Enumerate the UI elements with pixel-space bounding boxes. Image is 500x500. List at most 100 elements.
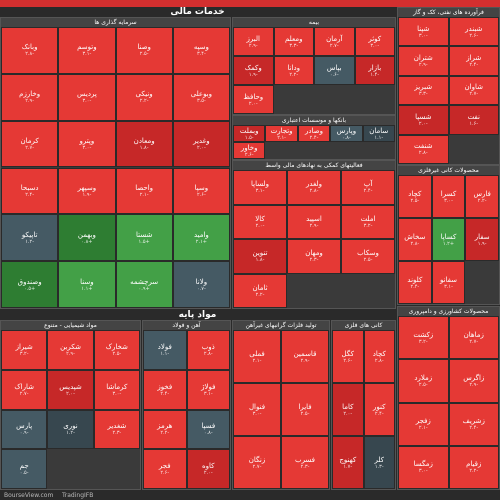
stock-change: -۲.۰ [248, 100, 258, 107]
sector-box: بیمه البرز -۲.۹ ومعلم -۳.۳ آرمان -۲.۷ کوثر -۳.۰ و… [232, 17, 396, 115]
stock-change: -۲.۹ [309, 222, 319, 229]
stock-change: -۲.۴ [160, 390, 170, 397]
stock-symbol: قاسمین [293, 349, 317, 358]
stock-symbol: ومهان [305, 249, 323, 258]
stock-symbol: وپترو [79, 137, 95, 146]
stock-symbol: کالا [255, 214, 265, 223]
stock-change: -۲.۸ [374, 357, 384, 364]
stock-symbol: کسرا [440, 189, 457, 198]
stock-symbol: کنور [373, 402, 386, 411]
stock-change: -۱.۱ [374, 134, 384, 141]
stock-tile: وکمک -۱.۹ [233, 56, 274, 85]
stock-tile: شراز -۲.۴ [448, 46, 499, 76]
stock-change: -۳.۴ [196, 51, 206, 58]
stock-change: -۲.۳ [309, 257, 319, 264]
top-bar [0, 0, 500, 7]
stock-change: -۲.۰ [196, 145, 206, 152]
stock-change: -۲.۹ [418, 62, 428, 69]
stock-symbol: کوثر [368, 34, 382, 43]
stock-change: -۱.۹ [82, 191, 92, 198]
stock-symbol: شاوان [464, 83, 483, 92]
stock-tile: وصنا -۲.۵ [115, 27, 173, 74]
stock-tile: زماهان -۲.۷ [448, 316, 499, 360]
stock-symbol: شستا [135, 230, 153, 239]
stock-tile: سفانو -۳.۱ [431, 261, 466, 304]
stock-change: -۳.۲ [19, 350, 29, 357]
stock-symbol: ولساپا [251, 180, 269, 189]
sector-box: فرآورده های نفتی، کک و گاز شپنا -۳.۰ شبندر -… [397, 7, 500, 165]
stock-symbol: شکربن [60, 342, 81, 351]
stock-change: -۲.۲ [469, 468, 479, 475]
stock-symbol: شاراک [14, 382, 34, 391]
stock-tile: شنفت -۲.۸ [398, 134, 449, 164]
stock-tile: ومعادن -۱.۸ [115, 120, 173, 168]
stock-symbol: شراز [466, 54, 482, 63]
stock-change: -۲.۲ [289, 71, 299, 78]
stock-change: -۳.۰ [444, 197, 453, 204]
stock-symbol: فجر [158, 462, 171, 471]
stock-change: -۲.۸ [25, 51, 35, 58]
stock-tile: زشریف -۲.۴ [448, 402, 499, 446]
stock-change: -۲.۹ [248, 42, 258, 49]
stock-tile: ولساپا -۳.۱ [233, 170, 287, 205]
stock-tile: البرز -۲.۹ [233, 27, 274, 56]
stock-symbol: واحصا [135, 183, 154, 192]
stock-symbol: بپاس [326, 63, 342, 72]
stock-tile: زنگان -۲.۷ [233, 436, 281, 489]
stock-symbol: هرمز [157, 422, 173, 431]
stock-tile: تنوین -۱.۸ [233, 239, 287, 274]
stock-change: +۰.۹ [138, 285, 150, 292]
stock-change: -۲.۴ [469, 62, 479, 69]
stock-change: -۳.۱ [444, 283, 453, 290]
sector-box: مواد شیمیایی - متنوع شیراز -۳.۲ شکربن -۲.۹ شخ… [0, 320, 141, 490]
stock-tile: دسبحا -۲.۴ [1, 167, 59, 215]
stock-tile: کهنوج -۱.۷ [332, 436, 364, 489]
stock-symbol: البرز [246, 34, 260, 43]
stock-tile: وبانک -۲.۸ [1, 27, 59, 74]
stock-tile: فخوز -۲.۴ [143, 369, 187, 410]
stock-symbol: شسپا [415, 112, 432, 121]
sector-box: کانی های فلزی کگل -۲.۶ کچاد -۲.۸ کاما -۲.۰ کنور… [331, 320, 396, 490]
stock-tile: شاراک -۲.۷ [1, 369, 48, 410]
stock-tile: شخارک -۲.۵ [93, 330, 140, 370]
stock-symbol: وصندوق [17, 277, 42, 286]
stock-change: -۳.۳ [418, 91, 428, 98]
stock-tile: وسنا +۱.۱ [58, 261, 116, 308]
stock-symbol: جم [19, 462, 29, 471]
stock-symbol: وسکاب [357, 249, 379, 258]
stock-change: -۳.۵ [196, 98, 206, 105]
stock-change: -۱.۹ [248, 71, 258, 78]
stock-tile: فسپا -۰.۸ [186, 409, 230, 450]
stock-tile: ولغدر -۲.۸ [287, 170, 341, 205]
stock-symbol: وصادر [305, 126, 323, 135]
stock-change: -۱.۹ [477, 240, 487, 247]
stock-change: -۲.۴ [309, 134, 319, 141]
stock-change: -۲.۳ [112, 430, 122, 437]
stock-symbol: وبوعلی [190, 90, 213, 99]
stock-symbol: فسرب [294, 455, 316, 464]
stock-change: +۱.۱ [81, 285, 93, 292]
stock-symbol: کچاد [372, 349, 386, 358]
stock-symbol: کلر [374, 455, 385, 464]
stock-tile: کاوه -۲.۰ [186, 449, 230, 489]
stock-symbol: شبندر [465, 24, 483, 33]
stock-symbol: فخوز [157, 382, 173, 391]
stock-change: -۱.۸ [139, 145, 149, 152]
stock-change: -۲.۵ [139, 51, 149, 58]
stock-tile: فولاد -۱.۱ [143, 330, 187, 370]
sector-box: محصولات کانی غیرفلزی کچاد -۲.۵ کسرا -۳.۰ فارس… [397, 165, 500, 305]
stock-tile: کنور -۲.۴ [363, 383, 395, 436]
stock-tile: فایرا -۲.۵ [281, 383, 329, 436]
stock-tile: وخاور -۲.۶ [233, 142, 266, 159]
sector-title: بانکها و موسسات اعتباری [233, 116, 395, 125]
stock-tile: هرمز -۲.۲ [143, 409, 187, 450]
stock-tile: وسپا -۲.۶ [172, 167, 230, 215]
stock-symbol: وصنا [137, 43, 151, 52]
stock-change: -۲.۷ [252, 463, 262, 470]
stock-change: -۲.۷ [25, 145, 35, 152]
stock-tile: وسپهر -۱.۹ [58, 167, 116, 215]
stock-symbol: وکمک [244, 63, 262, 72]
sector-box: فعالیتهای کمکی به نهادهای مالی واسط ولساپ… [232, 160, 396, 309]
stock-symbol: فملی [249, 349, 265, 358]
stock-tile: وسکاب -۲.۵ [341, 239, 395, 274]
